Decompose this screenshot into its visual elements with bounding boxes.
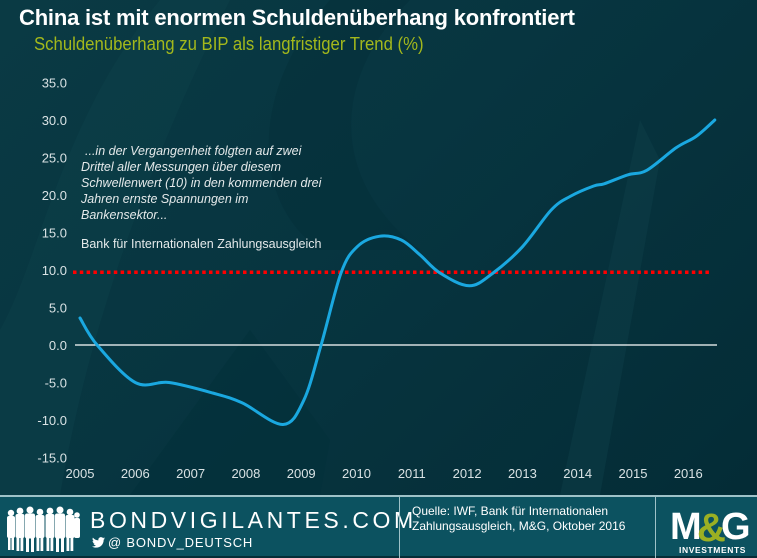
x-tick-label: 2008 [231, 466, 260, 481]
y-tick-label: 0.0 [49, 338, 67, 353]
annotation-line: Bankensektor... [81, 208, 168, 222]
x-tick-label: 2016 [674, 466, 703, 481]
annotation-line: ...in der Vergangenheit folgten auf zwei [85, 144, 302, 158]
brand-link[interactable]: BONDVIGILANTES.COM [90, 507, 417, 533]
y-axis: 35.0 30.0 25.0 20.0 15.0 10.0 5.0 0.0 -5.0 -10.0 -… [37, 76, 67, 466]
x-tick-label: 2010 [342, 466, 371, 481]
y-tick-label: 5.0 [49, 301, 67, 316]
people-silhouette-icon [7, 506, 80, 552]
twitter-handle[interactable]: @ BONDV_DEUTSCH [92, 535, 253, 550]
source-line: Zahlungsausgleich, M&G, Oktober 2016 [412, 519, 626, 533]
line-chart: 35.0 30.0 25.0 20.0 15.0 10.0 5.0 0.0 -5.0 -10.0 -… [37, 76, 717, 481]
x-tick-label: 2006 [121, 466, 150, 481]
x-tick-label: 2011 [398, 466, 426, 481]
svg-text:&: & [697, 506, 725, 550]
annotation-line: Jahren ernste Spannungen im [81, 192, 249, 206]
chart-background [0, 0, 757, 495]
annotation-source: Bank für Internationalen Zahlungsausglei… [81, 237, 322, 251]
series-group [78, 118, 717, 426]
x-axis: 2005 2006 2007 2008 2009 2010 2011 2012 2013 2014… [66, 466, 703, 481]
y-tick-label: 20.0 [42, 188, 67, 203]
chart-title: China ist mit enormen Schuldenüberhang k… [19, 5, 575, 30]
x-tick-label: 2014 [563, 466, 592, 481]
footer-divider [655, 497, 656, 558]
series-line [78, 118, 717, 426]
y-tick-label: 15.0 [42, 226, 67, 241]
y-tick-label: 25.0 [42, 151, 67, 166]
annotation-line: Schwellenwert (10) in den kommenden drei [81, 176, 322, 190]
x-tick-label: 2015 [619, 466, 648, 481]
reference-lines [73, 270, 717, 346]
x-tick-label: 2013 [508, 466, 537, 481]
twitter-handle-text: @ BONDV_DEUTSCH [108, 535, 254, 550]
svg-text:INVESTMENTS: INVESTMENTS [679, 545, 746, 555]
twitter-bird-icon [92, 537, 105, 548]
y-tick-label: 30.0 [42, 113, 67, 128]
x-tick-label: 2009 [287, 466, 316, 481]
chart-subtitle: Schuldenüberhang zu BIP als langfristige… [34, 34, 424, 54]
source-note: Quelle: IWF, Bank für Internationalen Za… [412, 504, 625, 534]
svg-text:G: G [721, 506, 751, 548]
mg-logo-icon: M & G INVESTMENTS [670, 506, 751, 555]
y-tick-label: 35.0 [42, 76, 67, 91]
y-tick-label: -5.0 [45, 376, 67, 391]
y-tick-label: 10.0 [42, 263, 67, 278]
x-tick-label: 2007 [176, 466, 205, 481]
mg-investments-logo: M & G INVESTMENTS [670, 506, 751, 555]
x-tick-label: 2005 [66, 466, 95, 481]
y-tick-label: -10.0 [37, 413, 67, 428]
annotation-quote: ...in der Vergangenheit folgten auf zwei… [81, 143, 351, 223]
footer-divider [399, 497, 400, 558]
svg-text:M: M [670, 506, 700, 548]
background-decoration [0, 0, 757, 495]
source-line: Quelle: IWF, Bank für Internationalen [412, 504, 609, 518]
annotation-line: Drittel aller Messungen über diesem [81, 160, 282, 174]
y-tick-label: -15.0 [37, 451, 67, 466]
footer: BONDVIGILANTES.COM @ BONDV_DEUTSCH Quell… [0, 495, 757, 558]
x-tick-label: 2012 [453, 466, 482, 481]
